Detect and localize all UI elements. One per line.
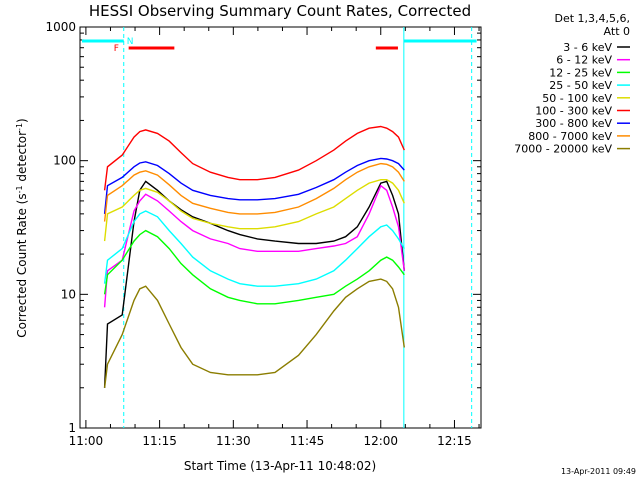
y-label-end: )	[15, 118, 29, 123]
x-tick-label-0: 11:00	[69, 434, 104, 448]
legend-header-line-2: Att 0	[604, 25, 630, 38]
legend-label-8: 7000 - 20000 keV	[514, 143, 612, 156]
legend-label-4: 50 - 100 keV	[542, 92, 612, 105]
y-label-main: Corrected Count Rate (s	[15, 193, 29, 337]
chart-title: HESSI Observing Summary Count Rates, Cor…	[89, 2, 471, 20]
x-tick-label-4: 12:00	[363, 434, 398, 448]
plot-frame	[79, 26, 482, 429]
x-tick-label-1: 11:15	[142, 434, 177, 448]
footer-timestamp: 13-Apr-2011 09:49	[561, 467, 636, 476]
y-tick-label-0: 1	[68, 421, 76, 435]
y-tick-label-2: 100	[53, 154, 76, 168]
y-tick-label-1: 10	[61, 287, 76, 301]
series-line-1	[103, 184, 405, 308]
legend-label-1: 6 - 12 keV	[556, 54, 612, 67]
x-axis-label: Start Time (13-Apr-11 10:48:02)	[184, 459, 376, 473]
orbit-markers: NF	[82, 27, 477, 428]
series-line-7	[103, 162, 405, 222]
flare-marker-label: F	[114, 44, 119, 54]
series-line-4	[103, 179, 405, 242]
y-label-mid: detector	[15, 131, 29, 186]
night-marker-label: N	[127, 37, 134, 47]
y-label-exp-2: -1	[15, 123, 24, 131]
axis-ticks: 11:00 11:15 11:30 11:45 12:00 12:15 1 10 100 1000	[45, 20, 481, 448]
x-tick-label-3: 11:45	[290, 434, 325, 448]
series-lines	[103, 125, 405, 388]
legend-label-0: 3 - 6 keV	[563, 41, 612, 54]
series-line-6	[103, 157, 405, 214]
legend-label-5: 100 - 300 keV	[535, 105, 612, 118]
series-line-8	[103, 278, 405, 388]
legend-label-3: 25 - 50 keV	[549, 79, 612, 92]
x-tick-label-2: 11:30	[216, 434, 251, 448]
y-axis-label: Corrected Count Rate (s-1 detector-1)	[15, 118, 30, 337]
series-line-2	[103, 229, 405, 305]
x-tick-label-5: 12:15	[437, 434, 472, 448]
legend-label-7: 800 - 7000 keV	[528, 130, 612, 143]
legend-header-line-1: Det 1,3,4,5,6,	[554, 12, 630, 25]
y-tick-label-3: 1000	[45, 20, 76, 34]
y-label-exp-1: -1	[15, 185, 24, 193]
series-line-0	[103, 180, 405, 388]
series-line-3	[103, 210, 405, 287]
legend-label-2: 12 - 25 keV	[549, 66, 612, 79]
legend-label-6: 300 - 800 keV	[535, 117, 612, 130]
series-line-5	[103, 125, 405, 191]
